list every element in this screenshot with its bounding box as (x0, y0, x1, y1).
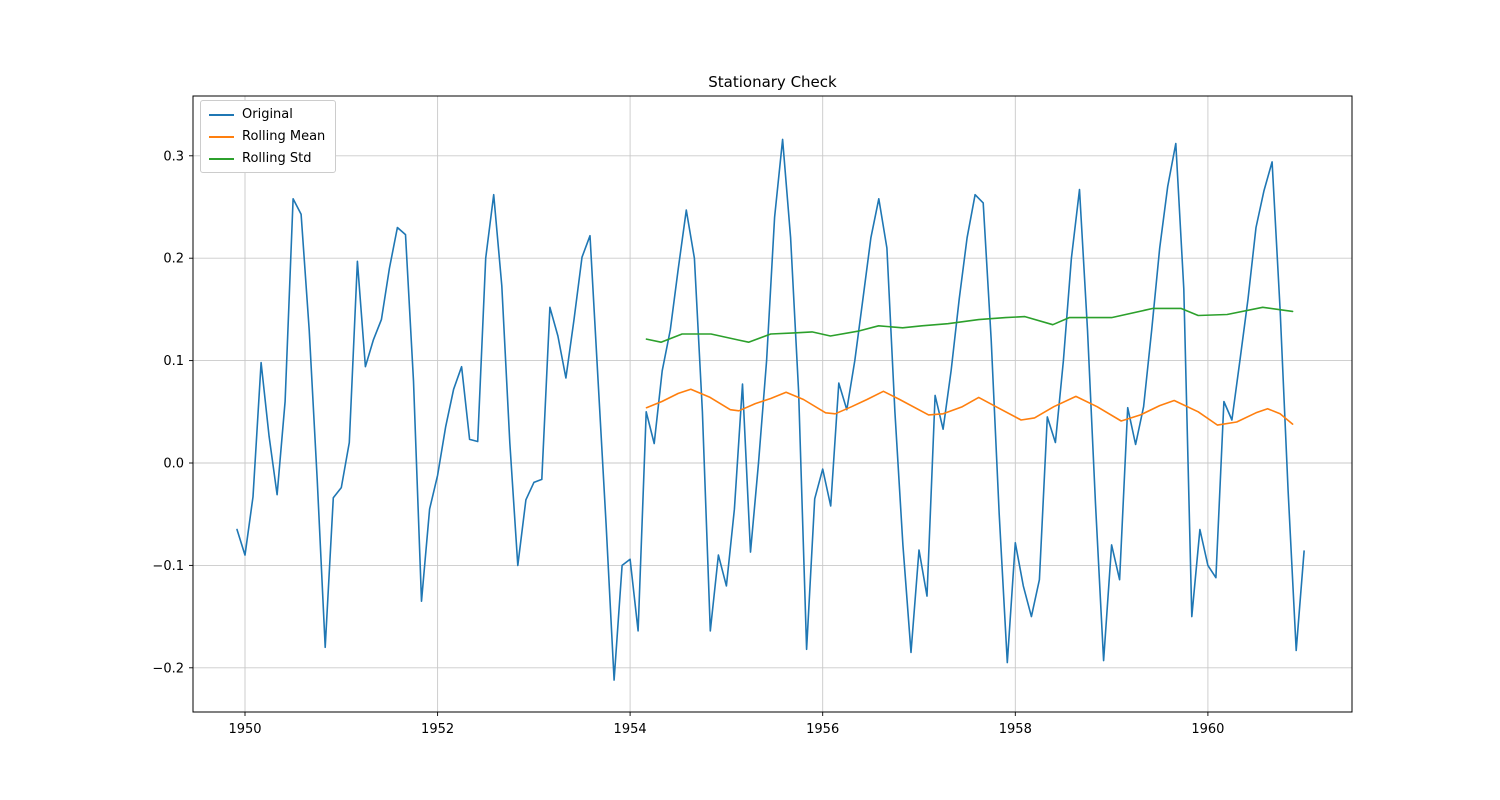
legend-label: Rolling Std (242, 151, 312, 166)
y-tick-label: −0.2 (152, 661, 184, 676)
y-tick-label: 0.1 (163, 354, 184, 369)
legend-label: Original (242, 107, 293, 122)
legend-item-rolling-mean: Rolling Mean (209, 129, 325, 144)
y-tick-label: 0.2 (163, 252, 184, 267)
y-tick-label: −0.1 (152, 559, 184, 574)
series-line-original (236, 138, 1305, 681)
x-tick-label: 1960 (1191, 722, 1224, 737)
chart-title: Stationary Check (708, 73, 837, 91)
y-tick-label: 0.0 (163, 457, 184, 472)
legend-swatch-rolling-mean (209, 135, 234, 138)
x-tick-label: 1958 (999, 722, 1032, 737)
legend-swatch-original (209, 113, 234, 116)
legend: Original Rolling Mean Rolling Std (200, 100, 337, 173)
legend-label: Rolling Mean (242, 129, 326, 144)
x-tick-label: 1956 (806, 722, 839, 737)
series-line-rolling-mean (645, 388, 1294, 426)
x-tick-label: 1954 (614, 722, 647, 737)
series-line-rolling-std (645, 306, 1294, 344)
x-tick-label: 1952 (421, 722, 454, 737)
y-tick-label: 0.3 (163, 149, 184, 164)
legend-swatch-rolling-std (209, 157, 234, 160)
plot-border (192, 95, 1353, 713)
legend-item-rolling-std: Rolling Std (209, 151, 325, 166)
x-tick-label: 1950 (228, 722, 261, 737)
plot-background (193, 96, 1352, 712)
legend-item-original: Original (209, 107, 325, 122)
